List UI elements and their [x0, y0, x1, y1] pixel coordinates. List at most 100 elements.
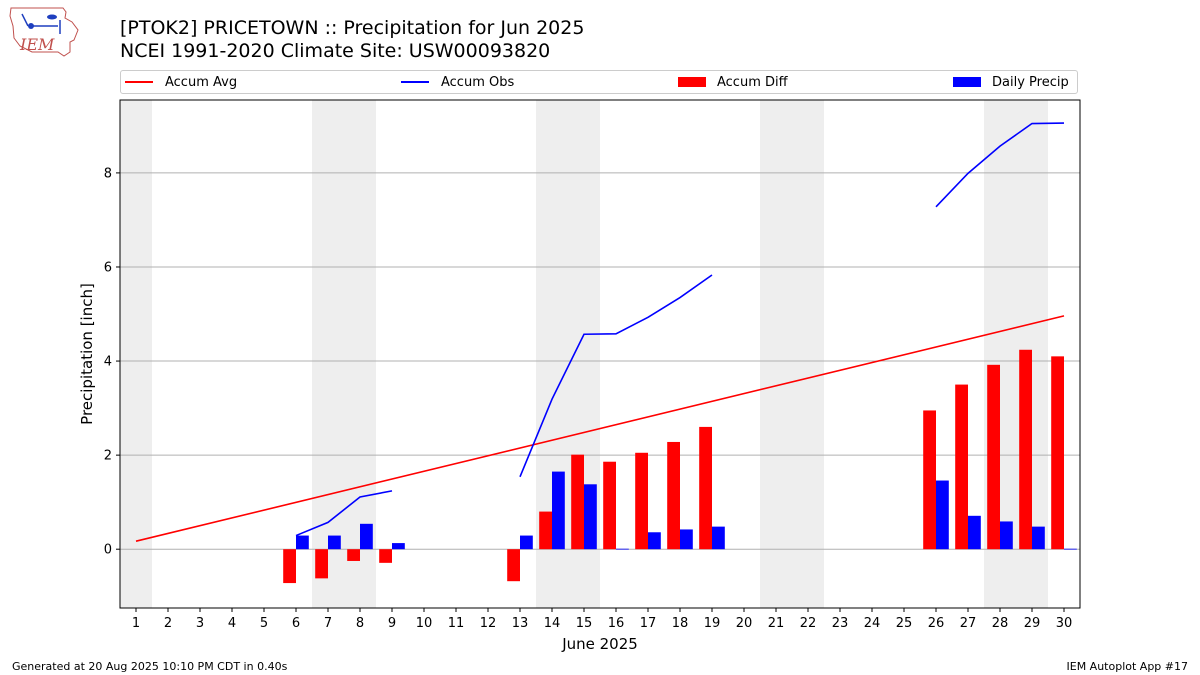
accum-diff-bar-day-14 [539, 511, 552, 550]
x-tick-label-4: 4 [228, 616, 236, 631]
y-axis-label: Precipitation [inch] [78, 283, 96, 425]
y-tick-label-2: 2 [104, 449, 112, 464]
x-tick-label-7: 7 [324, 616, 332, 631]
daily-precip-bar-day-15 [584, 484, 597, 550]
weekend-band-1 [120, 100, 152, 608]
daily-precip-bar-day-7 [328, 535, 341, 550]
x-tick-label-6: 6 [292, 616, 300, 631]
x-tick-label-20: 20 [736, 616, 753, 631]
chart-subtitle: NCEI 1991-2020 Climate Site: USW00093820 [120, 40, 551, 62]
x-tick-label-3: 3 [196, 616, 204, 631]
logo-text: IEM [19, 35, 55, 54]
accum-diff-bar-day-27 [955, 384, 968, 550]
accum-diff-bar-day-6 [283, 549, 296, 584]
x-tick-label-30: 30 [1056, 616, 1073, 631]
weekend-band-8 [344, 100, 376, 608]
legend-label-accum-diff: Accum Diff [717, 74, 788, 90]
x-tick-label-24: 24 [864, 616, 881, 631]
daily-precip-bar-day-26 [936, 480, 949, 550]
x-tick-label-17: 17 [640, 616, 657, 631]
x-tick-label-27: 27 [960, 616, 977, 631]
x-tick-label-1: 1 [132, 616, 140, 631]
accum-diff-bar-day-8 [347, 549, 360, 561]
accum-diff-bar-day-13 [507, 549, 520, 582]
weekend-band-22 [792, 100, 824, 608]
weekend-band-15 [568, 100, 600, 608]
legend-item-accum-obs: Accum Obs [401, 71, 514, 93]
y-tick-label-6: 6 [104, 260, 112, 275]
accum-diff-bar-day-7 [315, 549, 328, 579]
x-tick-label-8: 8 [356, 616, 364, 631]
x-tick-label-22: 22 [800, 616, 817, 631]
iem-logo: IEM [9, 7, 79, 57]
accum-diff-bar-day-19 [699, 426, 712, 550]
lines [135, 122, 1065, 542]
daily-precip-bar-day-9 [392, 543, 405, 550]
daily-precip-bar-day-8 [360, 523, 373, 550]
legend-item-accum-avg: Accum Avg [125, 71, 237, 93]
daily-precip-bar-day-13 [520, 535, 533, 550]
footer-app: IEM Autoplot App #17 [1066, 660, 1189, 673]
y-tick-label-4: 4 [104, 355, 112, 370]
x-tick-label-18: 18 [672, 616, 689, 631]
weekend-shading [120, 100, 1048, 608]
x-tick-label-9: 9 [388, 616, 396, 631]
weekend-band-28 [984, 100, 1016, 608]
legend-swatch-daily-precip [953, 77, 981, 87]
legend-item-accum-diff: Accum Diff [678, 71, 788, 93]
y-tick-label-8: 8 [104, 166, 112, 181]
accum-diff-bar-day-16 [603, 461, 616, 550]
x-tick-label-26: 26 [928, 616, 945, 631]
weekend-band-14 [536, 100, 568, 608]
y-tick-label-0: 0 [104, 543, 112, 558]
x-tick-label-10: 10 [416, 616, 433, 631]
accum-diff-bar-day-26 [923, 410, 936, 550]
weekend-band-29 [1016, 100, 1048, 608]
daily-precip-bar-day-18 [680, 529, 693, 550]
daily-precip-bar-day-16 [616, 548, 629, 550]
bars [283, 349, 1077, 584]
footer-generated: Generated at 20 Aug 2025 10:10 PM CDT in… [12, 660, 288, 673]
daily-precip-bar-day-6 [296, 535, 309, 550]
accum-diff-bar-day-30 [1051, 356, 1064, 550]
accum-diff-bar-day-15 [571, 454, 584, 550]
weekend-band-7 [312, 100, 344, 608]
legend-label-accum-avg: Accum Avg [165, 74, 238, 90]
accum-diff-bar-day-28 [987, 364, 1000, 550]
x-axis-label: June 2025 [561, 635, 638, 653]
x-tick-label-2: 2 [164, 616, 172, 631]
chart-title: [PTOK2] PRICETOWN :: Precipitation for J… [120, 17, 585, 39]
legend: Accum Avg Accum Obs Accum Diff Daily Pre… [120, 70, 1078, 94]
x-tick-label-28: 28 [992, 616, 1009, 631]
x-tick-label-23: 23 [832, 616, 849, 631]
gridlines [120, 172, 1080, 550]
daily-precip-bar-day-17 [648, 532, 661, 550]
accum-obs-line-segment-2 [519, 274, 713, 478]
plot-frame [119, 99, 1081, 609]
legend-swatch-accum-diff [678, 77, 706, 87]
accum-avg-line [135, 315, 1065, 542]
x-tick-label-19: 19 [704, 616, 721, 631]
accum-diff-bar-day-17 [635, 452, 648, 550]
accum-obs-line-segment-3 [935, 122, 1065, 208]
daily-precip-bar-day-19 [712, 526, 725, 550]
daily-precip-bar-day-29 [1032, 526, 1045, 550]
x-tick-label-14: 14 [544, 616, 561, 631]
legend-item-daily-precip: Daily Precip [953, 71, 1069, 93]
accum-diff-bar-day-18 [667, 441, 680, 550]
accum-diff-bar-day-9 [379, 549, 392, 563]
x-tick-label-15: 15 [576, 616, 593, 631]
x-tick-label-12: 12 [480, 616, 497, 631]
legend-swatch-accum-obs [401, 81, 429, 83]
x-tick-label-29: 29 [1024, 616, 1041, 631]
x-tick-label-21: 21 [768, 616, 785, 631]
accum-obs-line-segment-1 [295, 490, 393, 537]
weekend-band-21 [760, 100, 792, 608]
x-tick-label-13: 13 [512, 616, 529, 631]
legend-label-daily-precip: Daily Precip [992, 74, 1069, 90]
x-tick-label-25: 25 [896, 616, 913, 631]
daily-precip-bar-day-27 [968, 515, 981, 550]
x-tick-label-11: 11 [448, 616, 465, 631]
